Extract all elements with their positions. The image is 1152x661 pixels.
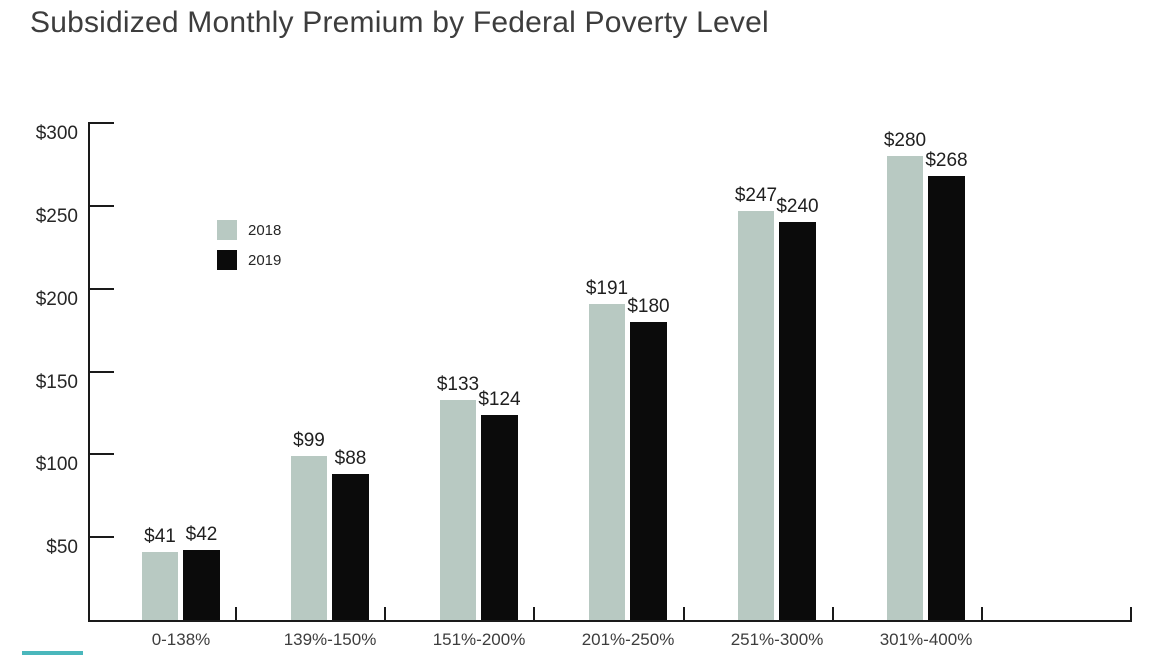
bar-2018 <box>142 552 178 620</box>
bar-2019 <box>779 222 816 620</box>
chart-title: Subsidized Monthly Premium by Federal Po… <box>30 6 769 39</box>
y-tick <box>90 536 114 539</box>
x-category-label: 251%-300% <box>730 630 824 649</box>
bar-value-label: $180 <box>627 295 670 317</box>
x-tick <box>235 607 238 620</box>
legend-swatch-2019 <box>217 250 237 270</box>
legend-item-2019: 2019 <box>217 250 281 270</box>
bar-value-label: $268 <box>925 150 968 171</box>
legend: 2018 2019 <box>217 220 281 280</box>
x-tick <box>533 607 536 620</box>
y-tick-label: $300 <box>35 123 78 144</box>
x-category-label: 0-138% <box>151 630 211 649</box>
bar-value-label: $124 <box>478 388 521 410</box>
x-category-label: 151%-200% <box>432 630 526 649</box>
legend-item-2018: 2018 <box>217 220 281 240</box>
bar-2019 <box>481 414 518 620</box>
bar-2018 <box>440 399 476 620</box>
bar-2019 <box>332 474 369 620</box>
bar-value-label: $88 <box>334 448 367 470</box>
y-tick-label: $250 <box>35 205 78 227</box>
bar-2019 <box>183 550 220 620</box>
y-tick <box>90 122 114 124</box>
bar-value-label: $42 <box>185 524 218 546</box>
bar-2018 <box>291 455 327 620</box>
x-tick <box>682 607 685 620</box>
y-axis <box>88 122 90 622</box>
y-tick-label: $150 <box>35 371 78 393</box>
bar-value-label: $280 <box>883 130 927 152</box>
x-tick <box>980 607 983 620</box>
bar-value-label: $133 <box>436 373 480 395</box>
y-tick-label: $50 <box>46 537 78 559</box>
bar-2018 <box>589 303 625 620</box>
y-tick <box>90 370 114 373</box>
bar-value-label: $247 <box>734 184 778 206</box>
x-category-label: 139%-150% <box>283 630 377 649</box>
legend-label-2019: 2019 <box>248 251 282 269</box>
y-tick <box>90 287 114 290</box>
bar-2019 <box>630 321 667 620</box>
bar-value-label: $99 <box>293 429 325 451</box>
accent-underline <box>22 651 83 655</box>
x-category-label: 201%-250% <box>581 630 675 649</box>
x-axis <box>88 620 1132 622</box>
y-tick <box>90 453 114 456</box>
legend-label-2018: 2018 <box>248 221 282 239</box>
y-tick <box>90 204 114 207</box>
bar-value-label: $41 <box>144 526 176 548</box>
x-tick <box>384 607 387 620</box>
bar-2019 <box>928 176 965 620</box>
legend-swatch-2018 <box>217 220 237 240</box>
bar-2018 <box>887 156 923 620</box>
x-tick <box>1130 607 1132 620</box>
bar-value-label: $240 <box>776 196 819 218</box>
x-category-label: 301%-400% <box>879 630 973 649</box>
bar-2018 <box>738 210 774 620</box>
bar-value-label: $191 <box>585 277 629 299</box>
y-tick-label: $200 <box>35 288 78 310</box>
x-tick <box>831 607 834 620</box>
y-tick-label: $100 <box>35 454 78 476</box>
